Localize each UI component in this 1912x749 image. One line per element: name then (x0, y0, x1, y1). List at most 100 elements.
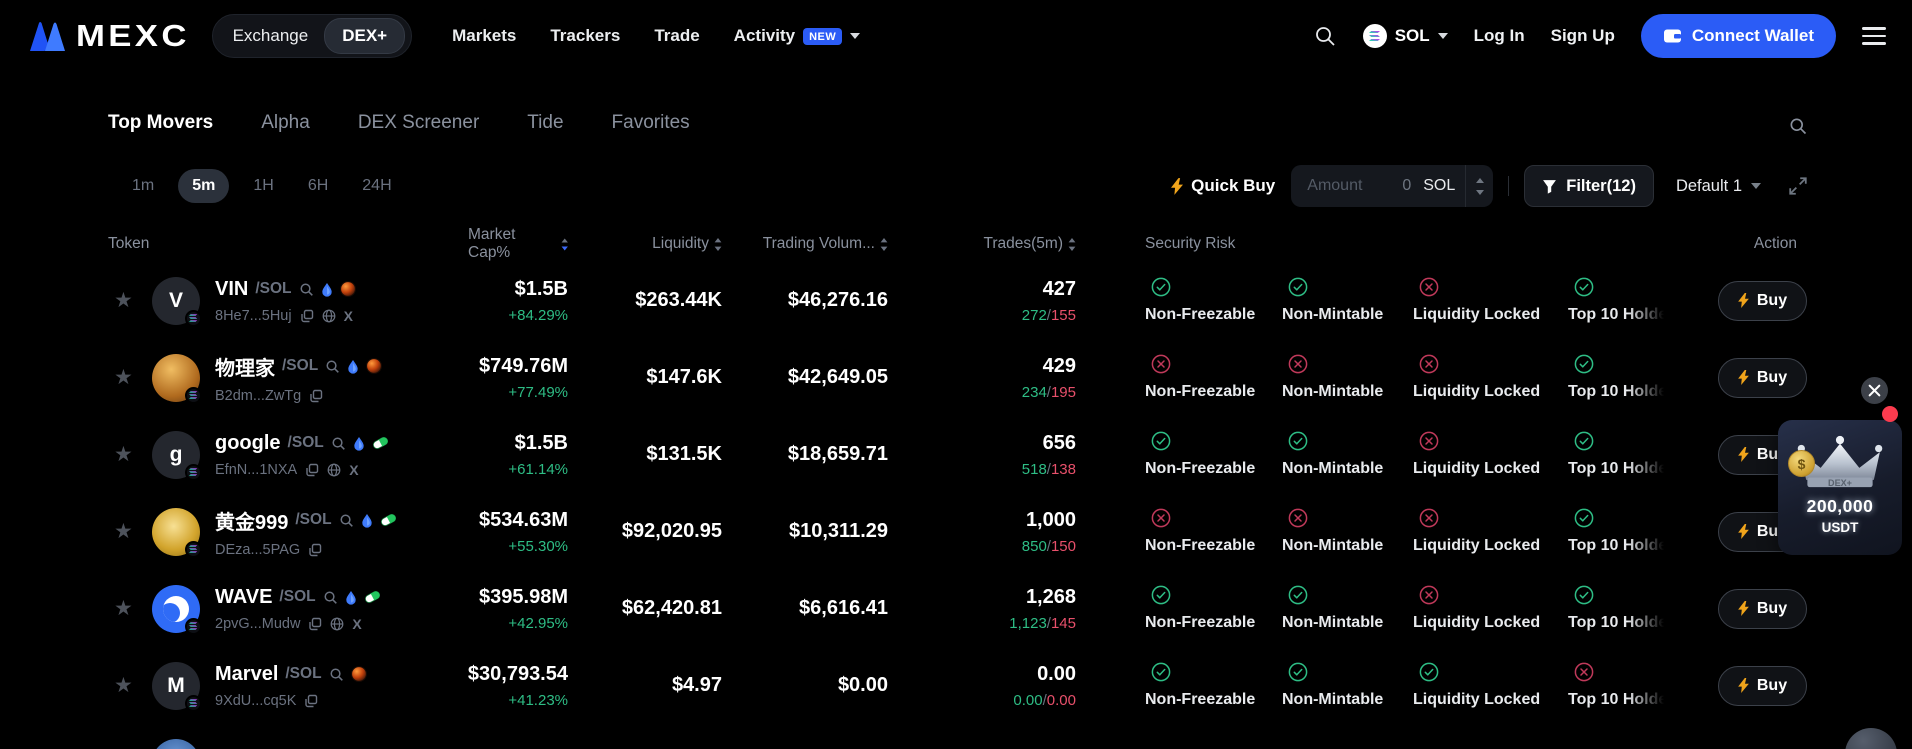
nav-item-trade[interactable]: Trade (654, 26, 700, 45)
table-row[interactable]: ★ 物理家/SOL B2dm...ZwTg $749.76M +77.49% $147.6… (108, 339, 1807, 416)
volume-cell: $42,649.05 (787, 366, 888, 388)
x-circle-icon (1288, 508, 1308, 528)
x-social-icon[interactable]: X (352, 615, 362, 632)
token-cell: V VIN/SOL 8He7...5Huj X (152, 276, 468, 327)
header-volume[interactable]: Trading Volum... (722, 235, 888, 253)
droplet-icon (353, 436, 365, 451)
tab-top-movers[interactable]: Top Movers (108, 112, 214, 133)
favorite-star-icon[interactable]: ★ (114, 289, 133, 312)
timeframe-5m[interactable]: 5m (178, 169, 230, 203)
website-icon[interactable] (327, 463, 341, 477)
table-row[interactable]: ★ 黄金999/SOL DEza...5PAG $534.63M +55.30% $92,… (108, 493, 1807, 570)
connect-wallet-button[interactable]: Connect Wallet (1640, 14, 1836, 58)
brand-logo[interactable]: MEXC (28, 18, 186, 54)
x-circle-icon (1419, 431, 1439, 451)
quick-buy-amount-input[interactable]: Amount 0 SOL (1291, 165, 1494, 207)
copy-icon[interactable] (308, 543, 322, 557)
sells-count: 145 (1050, 614, 1076, 632)
header-liquidity[interactable]: Liquidity (568, 235, 722, 253)
toggle-exchange[interactable]: Exchange (232, 26, 309, 45)
step-down-icon[interactable] (1475, 189, 1484, 195)
market-cap-cell: $30,793.54 +41.23% (467, 662, 568, 709)
copy-icon[interactable] (304, 694, 318, 708)
token-search-icon[interactable] (339, 513, 354, 528)
copy-icon[interactable] (305, 463, 319, 477)
copy-icon[interactable] (300, 309, 314, 323)
timeframe-1h[interactable]: 1H (253, 177, 274, 194)
favorite-star-icon[interactable]: ★ (114, 597, 133, 620)
buy-button[interactable]: Buy (1718, 665, 1807, 706)
chain-selector[interactable]: SOL (1362, 24, 1448, 48)
toggle-dex[interactable]: DEX+ (324, 18, 406, 54)
table-row[interactable]: ★ g google/SOL EfnN...1NXA X $1.5B +61.14% $131… (108, 416, 1807, 493)
security-cell: Non-Freezable (1145, 354, 1282, 401)
menu-hamburger-icon[interactable] (1862, 27, 1886, 45)
login-link[interactable]: Log In (1473, 26, 1525, 45)
timeframe-6h[interactable]: 6H (307, 177, 329, 194)
sort-icon (561, 237, 568, 251)
buy-button[interactable]: Buy (1718, 280, 1807, 321)
security-cell: Liquidity Locked (1413, 508, 1568, 555)
favorite-star-icon[interactable]: ★ (114, 366, 133, 389)
favorite-star-icon[interactable]: ★ (114, 674, 133, 697)
header-trades[interactable]: Trades(5m) (888, 235, 1076, 253)
crown-icon: DEX+ (1797, 435, 1883, 488)
nav-item-activity[interactable]: Activity NEW (734, 26, 861, 46)
market-cap-cell: $1.5B +61.14% (508, 431, 568, 478)
fullscreen-icon[interactable] (1788, 176, 1808, 196)
market-cap-change: +42.95% (508, 614, 568, 632)
token-name: 物理家 (215, 357, 275, 380)
promo-amount: 200,000 (1806, 496, 1874, 516)
promo-banner[interactable]: $ DEX+ 200,000 USDT (1778, 420, 1902, 555)
token-avatar (152, 584, 202, 635)
table-row[interactable]: ★ V VIN/SOL 8He7...5Huj X $1.5B +84.29% $263.44… (108, 262, 1807, 339)
token-search-icon[interactable] (331, 436, 346, 451)
tab-favorites[interactable]: Favorites (611, 112, 690, 133)
x-social-icon[interactable]: X (349, 461, 359, 478)
filter-button[interactable]: Filter(12) (1524, 165, 1654, 207)
table-row[interactable]: ★ M Marvel/SOL 9XdU...cq5K $30,793.54 +41.23%… (108, 647, 1807, 724)
token-search-icon[interactable] (329, 667, 344, 682)
table-row[interactable]: ★Stand/SOL$121.4K (108, 724, 1807, 749)
token-search-icon[interactable] (299, 282, 314, 297)
market-cap-change: +41.23% (508, 691, 568, 709)
new-badge: NEW (803, 27, 843, 45)
favorite-star-icon[interactable]: ★ (114, 520, 133, 543)
signup-link[interactable]: Sign Up (1550, 26, 1615, 45)
nav-item-markets[interactable]: Markets (452, 26, 517, 45)
table-row[interactable]: ★ WAVE/SOL 2pvG...Mudw X $395.98M +42.95% $62,… (108, 570, 1807, 647)
website-icon[interactable] (322, 309, 336, 323)
x-social-icon[interactable]: X (343, 307, 353, 324)
search-icon[interactable] (1313, 24, 1337, 48)
tab-tide[interactable]: Tide (527, 112, 564, 133)
tab-dex-screener[interactable]: DEX Screener (357, 112, 480, 133)
buy-button[interactable]: Buy (1718, 357, 1807, 398)
table-header: Token Market Cap% Liquidity Trading Volu… (108, 226, 1807, 262)
tab-alpha[interactable]: Alpha (261, 112, 310, 133)
promo-close-button[interactable] (1861, 377, 1888, 404)
market-cap-change: +61.14% (508, 460, 568, 478)
check-circle-icon (1419, 662, 1439, 682)
timeframe-1m[interactable]: 1m (132, 177, 155, 194)
preset-selector[interactable]: Default 1 (1676, 177, 1761, 196)
token-search-icon[interactable] (323, 590, 338, 605)
support-float-button[interactable] (1845, 728, 1897, 749)
security-cell: Non-Freezable (1145, 662, 1282, 709)
header-market-cap[interactable]: Market Cap% (468, 226, 568, 262)
step-up-icon[interactable] (1475, 177, 1484, 183)
table-search-icon[interactable] (1788, 116, 1808, 136)
nav-item-trackers[interactable]: Trackers (550, 26, 621, 45)
check-circle-icon (1288, 431, 1308, 451)
droplet-icon (345, 590, 357, 605)
buy-button[interactable]: Buy (1718, 588, 1807, 629)
amount-stepper[interactable] (1465, 165, 1493, 207)
copy-icon[interactable] (309, 389, 323, 403)
pill-icon (372, 436, 389, 450)
token-search-icon[interactable] (325, 359, 340, 374)
timeframe-24h[interactable]: 24H (362, 177, 392, 194)
copy-icon[interactable] (308, 617, 322, 631)
droplet-icon (321, 282, 333, 297)
chevron-down-icon (850, 33, 861, 39)
website-icon[interactable] (330, 617, 344, 631)
favorite-star-icon[interactable]: ★ (114, 443, 133, 466)
